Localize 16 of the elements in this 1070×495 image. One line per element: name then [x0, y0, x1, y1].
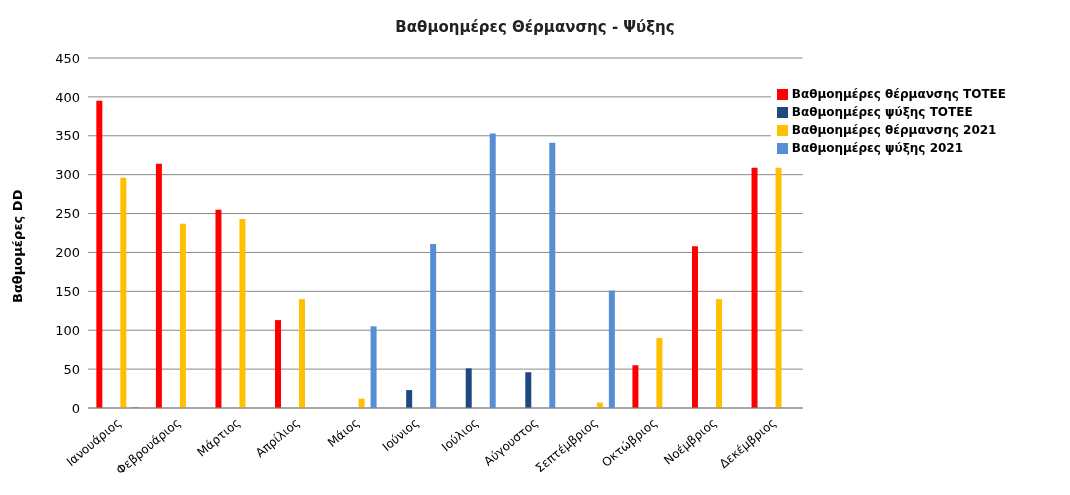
y-tick-label: 0 — [71, 400, 80, 416]
y-axis-title: Βαθμομέρες DD — [10, 189, 25, 303]
legend-label: Βαθμοημέρες θέρμανσης 2021 — [791, 123, 997, 137]
y-tick-label: 100 — [55, 322, 80, 338]
legend-label: Βαθμοημέρες ψύξης 2021 — [791, 141, 964, 155]
chart-title: Βαθμοημέρες Θέρμανσης - Ψύξης — [394, 18, 676, 36]
y-tick-label: 350 — [55, 128, 80, 144]
legend-label: Βαθμοημέρες ψύξης ΤΟΤΕΕ — [791, 105, 973, 119]
legend-label: Βαθμοημέρες θέρμανσης ΤΟΤΕΕ — [791, 87, 1006, 101]
y-tick-label: 50 — [63, 361, 80, 377]
y-tick-label: 200 — [55, 245, 80, 261]
y-tick-label: 300 — [55, 167, 80, 183]
y-tick-label: 150 — [55, 283, 80, 299]
y-tick-label: 450 — [55, 50, 80, 66]
y-tick-label: 250 — [55, 206, 80, 222]
y-tick-label: 400 — [55, 89, 80, 105]
